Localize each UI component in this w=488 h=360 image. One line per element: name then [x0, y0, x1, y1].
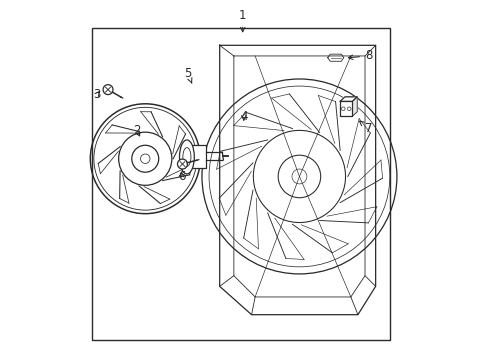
- Text: 3: 3: [93, 89, 100, 102]
- Text: 6: 6: [177, 170, 185, 183]
- Polygon shape: [352, 97, 356, 116]
- Bar: [186, 145, 206, 168]
- Text: 1: 1: [239, 9, 246, 32]
- Ellipse shape: [179, 140, 194, 174]
- Text: 8: 8: [347, 49, 372, 62]
- Text: 7: 7: [359, 121, 372, 135]
- Bar: [92, 28, 389, 339]
- Bar: [340, 101, 352, 116]
- Circle shape: [177, 159, 187, 169]
- Text: 4: 4: [240, 110, 247, 123]
- Polygon shape: [340, 97, 356, 101]
- Circle shape: [103, 85, 113, 95]
- Text: 5: 5: [183, 67, 191, 83]
- Text: 2: 2: [132, 124, 140, 137]
